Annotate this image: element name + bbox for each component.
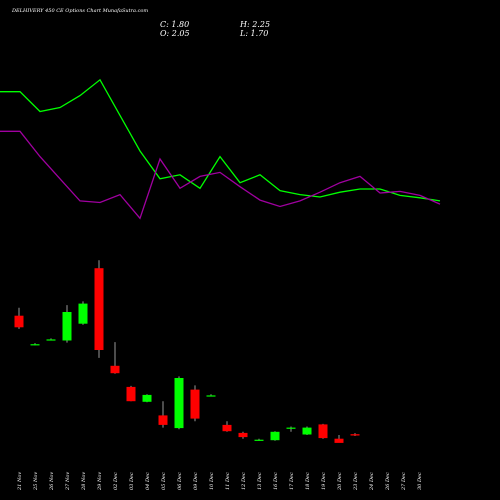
- candle: [14, 307, 24, 329]
- lower-line-series: [0, 130, 441, 220]
- open-value: O: 2.05: [160, 29, 190, 38]
- candle: [238, 431, 248, 439]
- x-tick-label: 11 Dec: [225, 472, 231, 490]
- x-tick-label: 21 Nov: [17, 472, 23, 491]
- candle-body: [142, 394, 152, 402]
- candle: [62, 305, 72, 343]
- x-tick-label: 20 Dec: [337, 472, 343, 491]
- candles: [14, 260, 360, 443]
- candle-body: [302, 427, 312, 435]
- x-tick-label: 28 Nov: [81, 472, 87, 491]
- x-tick-label: 17 Dec: [289, 472, 295, 490]
- close-value: C: 1.80: [160, 20, 190, 29]
- candle-body: [350, 434, 360, 436]
- candle-body: [318, 424, 328, 439]
- x-tick-label: 05 Dec: [161, 472, 167, 490]
- candle-body: [14, 315, 24, 328]
- x-tick-label: 06 Dec: [177, 472, 183, 490]
- x-tick-label: 26 Nov: [49, 472, 55, 491]
- candle: [30, 343, 40, 346]
- x-tick-label: 26 Dec: [385, 472, 391, 491]
- candle: [334, 435, 344, 443]
- candle: [110, 342, 120, 374]
- candle-body: [126, 386, 136, 402]
- low-value: L: 1.70: [240, 29, 269, 38]
- x-tick-label: 03 Dec: [129, 472, 135, 490]
- x-tick-label: 25 Nov: [33, 472, 39, 491]
- x-tick-label: 27 Dec: [401, 472, 407, 491]
- x-tick-label: 27 Nov: [65, 472, 71, 491]
- candle-body: [174, 378, 184, 429]
- x-tick-label: 23 Dec: [353, 472, 359, 491]
- candle: [126, 385, 136, 402]
- indicator-lines: [0, 78, 441, 220]
- candle: [174, 376, 184, 430]
- candle: [222, 421, 232, 432]
- candle-body: [238, 432, 248, 438]
- candle: [302, 426, 312, 435]
- candle-body: [30, 344, 40, 346]
- upper-line-series: [0, 78, 441, 202]
- candle-body: [158, 415, 168, 425]
- candle: [46, 338, 56, 341]
- x-tick-label: 10 Dec: [209, 472, 215, 490]
- candle: [78, 301, 88, 325]
- chart-title: DELHIVERY 450 CE Options Chart MunafaSut…: [12, 8, 149, 14]
- x-tick-label: 09 Dec: [193, 472, 199, 490]
- x-tick-label: 29 Nov: [97, 472, 103, 491]
- x-axis-labels: 21 Nov 25 Nov 26 Nov 27 Nov 28 Nov 29 Nov 02 D…: [17, 472, 423, 491]
- candle-body: [62, 312, 72, 341]
- x-tick-label: 02 Dec: [113, 472, 119, 490]
- x-tick-label: 18 Dec: [305, 472, 311, 490]
- candle: [350, 433, 360, 436]
- candle: [206, 394, 216, 397]
- candle: [158, 401, 168, 428]
- candle: [318, 423, 328, 439]
- candle-body: [206, 395, 216, 397]
- candle: [142, 394, 152, 403]
- candle-body: [94, 268, 104, 350]
- candle-body: [222, 424, 232, 432]
- x-tick-label: 24 Dec: [369, 472, 375, 491]
- x-tick-label: 19 Dec: [321, 472, 327, 490]
- candle-body: [46, 339, 56, 341]
- candle: [254, 438, 264, 441]
- x-tick-label: 13 Dec: [257, 472, 263, 490]
- candle-body: [110, 365, 120, 374]
- candle: [270, 431, 280, 441]
- candle-body: [286, 427, 296, 429]
- candle: [286, 426, 296, 432]
- candle: [94, 260, 104, 358]
- candle-body: [334, 438, 344, 443]
- x-tick-label: 12 Dec: [241, 472, 247, 490]
- x-tick-label: 04 Dec: [145, 472, 151, 490]
- candle-body: [78, 303, 88, 324]
- candle: [190, 385, 200, 422]
- x-tick-label: 30 Dec: [417, 472, 423, 490]
- x-tick-label: 16 Dec: [273, 472, 279, 490]
- high-value: H: 2.25: [240, 20, 271, 29]
- candle-body: [190, 389, 200, 419]
- candle-body: [270, 431, 280, 441]
- candle-body: [254, 439, 264, 441]
